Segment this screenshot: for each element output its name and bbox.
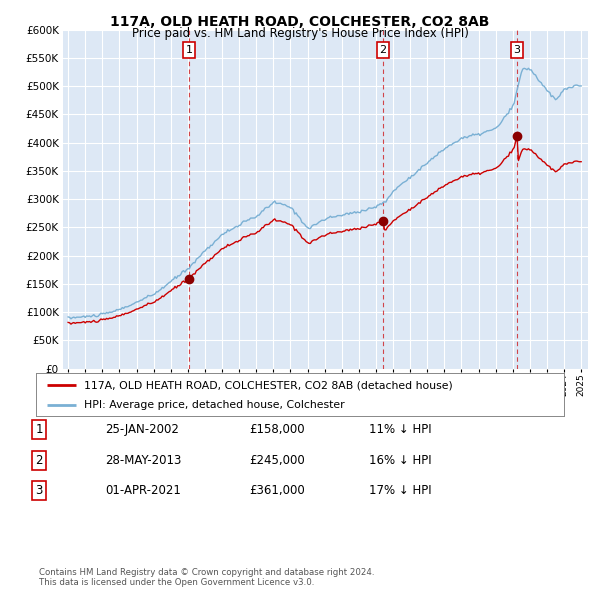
- Text: HPI: Average price, detached house, Colchester: HPI: Average price, detached house, Colc…: [83, 401, 344, 410]
- Text: 16% ↓ HPI: 16% ↓ HPI: [369, 454, 431, 467]
- Text: 2: 2: [380, 45, 386, 55]
- Text: 11% ↓ HPI: 11% ↓ HPI: [369, 423, 431, 436]
- Text: 3: 3: [514, 45, 521, 55]
- Text: 1: 1: [185, 45, 193, 55]
- Text: £361,000: £361,000: [249, 484, 305, 497]
- Text: 17% ↓ HPI: 17% ↓ HPI: [369, 484, 431, 497]
- Text: 25-JAN-2002: 25-JAN-2002: [105, 423, 179, 436]
- Text: £245,000: £245,000: [249, 454, 305, 467]
- Text: 117A, OLD HEATH ROAD, COLCHESTER, CO2 8AB (detached house): 117A, OLD HEATH ROAD, COLCHESTER, CO2 8A…: [83, 381, 452, 391]
- Text: Contains HM Land Registry data © Crown copyright and database right 2024.
This d: Contains HM Land Registry data © Crown c…: [39, 568, 374, 587]
- Text: 01-APR-2021: 01-APR-2021: [105, 484, 181, 497]
- Text: 3: 3: [35, 484, 43, 497]
- Text: 2: 2: [35, 454, 43, 467]
- Text: 28-MAY-2013: 28-MAY-2013: [105, 454, 181, 467]
- Text: £158,000: £158,000: [249, 423, 305, 436]
- Text: 1: 1: [35, 423, 43, 436]
- Text: Price paid vs. HM Land Registry's House Price Index (HPI): Price paid vs. HM Land Registry's House …: [131, 27, 469, 40]
- Text: 117A, OLD HEATH ROAD, COLCHESTER, CO2 8AB: 117A, OLD HEATH ROAD, COLCHESTER, CO2 8A…: [110, 15, 490, 29]
